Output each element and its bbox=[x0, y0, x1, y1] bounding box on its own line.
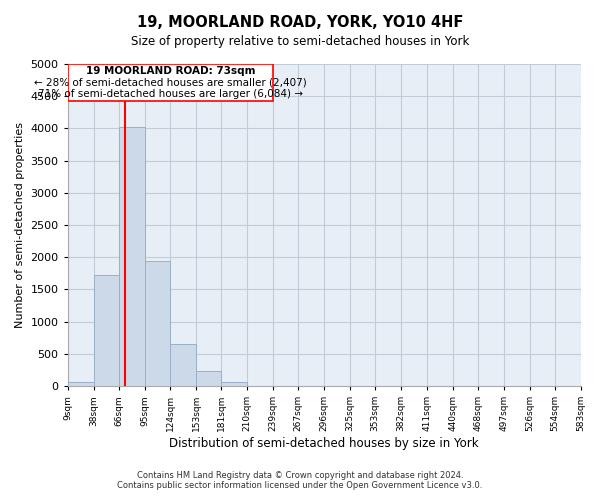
Bar bbox=[196, 370, 221, 386]
Text: 71% of semi-detached houses are larger (6,084) →: 71% of semi-detached houses are larger (… bbox=[38, 89, 303, 99]
X-axis label: Distribution of semi-detached houses by size in York: Distribution of semi-detached houses by … bbox=[169, 437, 479, 450]
Text: 19, MOORLAND ROAD, YORK, YO10 4HF: 19, MOORLAND ROAD, YORK, YO10 4HF bbox=[137, 15, 463, 30]
Bar bbox=[170, 344, 196, 386]
Y-axis label: Number of semi-detached properties: Number of semi-detached properties bbox=[15, 122, 25, 328]
Text: ← 28% of semi-detached houses are smaller (2,407): ← 28% of semi-detached houses are smalle… bbox=[34, 78, 307, 88]
Text: 19 MOORLAND ROAD: 73sqm: 19 MOORLAND ROAD: 73sqm bbox=[86, 66, 255, 76]
Bar bbox=[145, 261, 170, 386]
Bar bbox=[119, 127, 145, 386]
Bar bbox=[221, 382, 247, 386]
Text: Size of property relative to semi-detached houses in York: Size of property relative to semi-detach… bbox=[131, 35, 469, 48]
Bar bbox=[68, 382, 94, 386]
Bar bbox=[68, 64, 273, 102]
Text: Contains HM Land Registry data © Crown copyright and database right 2024.
Contai: Contains HM Land Registry data © Crown c… bbox=[118, 470, 482, 490]
Bar bbox=[94, 276, 119, 386]
